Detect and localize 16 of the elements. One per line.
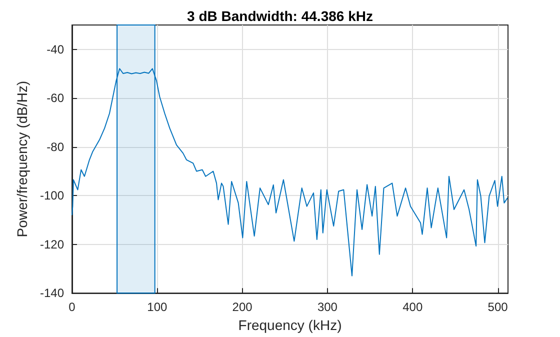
x-axis-title: Frequency (kHz) [238,317,342,333]
x-tick-label: 300 [317,300,338,314]
y-tick-label: -120 [40,237,64,252]
x-tick-label: 400 [402,300,423,314]
x-tick-label: 500 [488,300,508,314]
line-series [72,68,508,276]
y-axis-title: Power/frequency (dB/Hz) [14,80,30,238]
x-tick-label: 0 [68,300,76,314]
y-tick-label: -40 [46,42,64,56]
x-tick-label: 100 [147,300,168,314]
x-tick-label: 200 [232,300,253,314]
y-tick-label: -80 [46,140,64,154]
y-tick-label: -60 [46,91,64,106]
y-tick-label: -100 [40,188,64,203]
chart-title: 3 dB Bandwidth: 44.386 kHz [187,8,373,24]
y-tick-label: -140 [40,286,64,300]
